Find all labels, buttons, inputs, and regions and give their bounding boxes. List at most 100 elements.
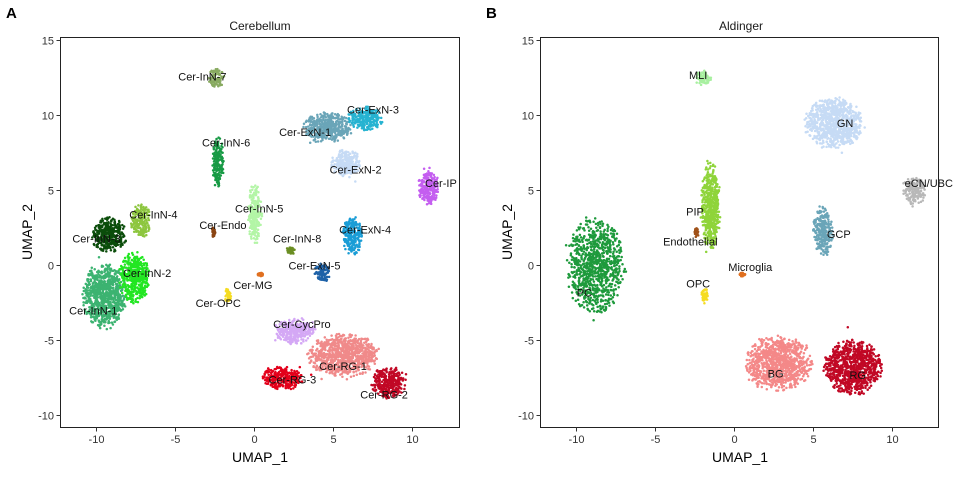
cluster-point: [114, 282, 118, 286]
cluster-point: [344, 158, 348, 161]
cluster-points: [256, 271, 265, 278]
cluster-point: [256, 234, 260, 237]
cluster-point: [133, 263, 136, 266]
cluster-point: [216, 161, 219, 165]
cluster-point: [354, 334, 357, 337]
cluster-point: [123, 263, 127, 266]
cluster-point: [379, 116, 383, 120]
cluster-points: [285, 246, 296, 255]
cluster-point: [320, 274, 324, 277]
cluster-point: [333, 140, 336, 143]
cluster-point: [98, 292, 101, 295]
cluster-point: [110, 307, 113, 310]
cluster-point: [93, 318, 97, 322]
cluster-point: [105, 221, 109, 225]
cluster-point: [113, 272, 117, 275]
cluster-point: [248, 189, 252, 192]
cluster-point: [111, 283, 115, 286]
cluster-point: [337, 159, 340, 162]
cluster-point: [332, 339, 335, 342]
cluster-point: [105, 327, 109, 331]
cluster-point: [99, 276, 103, 279]
cluster-point: [139, 289, 142, 293]
cluster-point: [118, 267, 121, 271]
cluster-point: [113, 320, 117, 323]
cluster-point: [221, 151, 224, 155]
cluster-point: [109, 326, 112, 330]
cluster-point: [317, 350, 320, 353]
cluster-point: [353, 217, 356, 221]
cluster-point: [362, 125, 365, 128]
cluster-point: [102, 301, 105, 305]
cluster-point: [362, 128, 366, 132]
cluster-point: [117, 228, 120, 231]
cluster-point: [288, 339, 292, 343]
cluster-point: [118, 226, 122, 229]
cluster-point: [221, 171, 225, 175]
cluster-point: [427, 194, 430, 198]
cluster-point: [312, 117, 316, 120]
cluster-point: [86, 292, 89, 295]
cluster-point: [95, 292, 98, 295]
cluster-point: [333, 127, 337, 131]
cluster-point: [336, 119, 339, 123]
cluster-point: [114, 296, 117, 299]
cluster-point: [117, 219, 121, 223]
cluster-point: [130, 251, 134, 255]
cluster-point: [216, 165, 219, 169]
cluster-point: [318, 342, 322, 345]
cluster-point: [350, 239, 353, 242]
cluster-point: [111, 323, 115, 326]
cluster-point: [92, 274, 96, 277]
cluster-point: [105, 315, 108, 319]
cluster-point: [370, 124, 374, 127]
cluster-point: [276, 334, 280, 337]
cluster-point: [110, 321, 114, 324]
cluster-point: [436, 190, 440, 194]
cluster-points: [81, 255, 127, 331]
cluster-point: [82, 304, 85, 307]
cluster-point: [110, 275, 113, 278]
cluster-point: [327, 275, 331, 279]
cluster-point: [374, 357, 378, 360]
cluster-point: [100, 265, 104, 268]
cluster-point: [111, 245, 115, 249]
cluster-point: [137, 283, 141, 286]
cluster-point: [87, 310, 91, 313]
cluster-point: [109, 224, 113, 228]
cluster-point: [352, 374, 356, 378]
cluster-point: [220, 155, 224, 159]
panel-a-letter: A: [6, 5, 17, 22]
cluster-point: [107, 306, 110, 310]
cluster-point: [249, 216, 252, 220]
cluster-point: [134, 297, 138, 301]
cluster-point: [90, 320, 93, 323]
cluster-point: [218, 167, 222, 171]
cluster-point: [83, 308, 86, 311]
cluster-point: [137, 204, 140, 207]
cluster-point: [89, 292, 93, 295]
cluster-point: [330, 133, 334, 137]
cluster-point: [113, 222, 117, 226]
cluster-point: [259, 272, 262, 275]
cluster-point: [348, 245, 351, 249]
cluster-point: [274, 339, 277, 342]
cluster-point: [419, 192, 423, 195]
cluster-point: [249, 235, 253, 238]
cluster-point: [252, 227, 255, 231]
cluster-point: [87, 296, 90, 299]
cluster-point: [345, 239, 348, 242]
cluster-point: [335, 156, 339, 160]
cluster-point: [141, 234, 145, 238]
cluster-point: [97, 288, 101, 291]
cluster-point: [328, 120, 332, 123]
cluster-point: [353, 353, 357, 357]
cluster-point: [110, 291, 114, 295]
cluster-point: [291, 340, 294, 344]
cluster-point: [134, 300, 138, 303]
cluster-point: [350, 159, 353, 163]
cluster-point: [435, 194, 438, 197]
cluster-point: [342, 151, 345, 155]
cluster-point: [248, 230, 251, 233]
